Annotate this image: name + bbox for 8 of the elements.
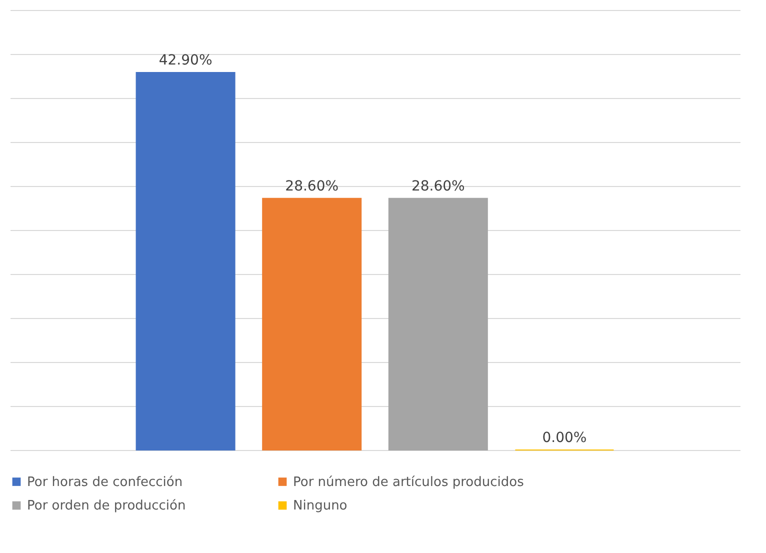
data-label: 28.60% (411, 178, 465, 194)
data-label: 28.60% (285, 178, 339, 194)
legend-label: Por orden de producción (27, 498, 186, 514)
legend-label: Por número de artículos producidos (293, 474, 524, 490)
data-label: 0.00% (542, 430, 587, 446)
legend-label: Por horas de confección (27, 474, 183, 490)
legend-label: Ninguno (293, 498, 348, 514)
data-label: 42.90% (158, 52, 212, 68)
